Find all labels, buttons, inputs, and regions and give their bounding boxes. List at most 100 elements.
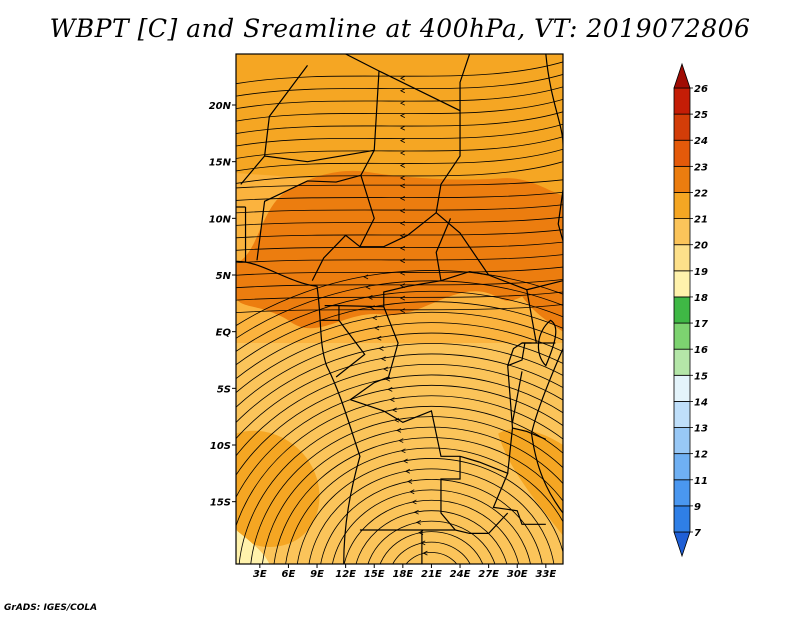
streamline-arrow xyxy=(399,125,406,131)
streamline xyxy=(355,510,508,564)
country-border xyxy=(359,512,509,534)
country-border xyxy=(345,54,537,344)
country-border xyxy=(507,342,556,429)
colorbar-segment xyxy=(673,87,691,115)
y-tick-label: 15N xyxy=(209,158,232,169)
y-tick-label: 20N xyxy=(209,101,232,112)
country-border xyxy=(256,174,362,261)
streamline-arrow xyxy=(409,489,415,495)
streamline xyxy=(236,204,563,214)
streamline xyxy=(392,541,471,564)
country-border xyxy=(350,306,399,401)
country-border xyxy=(320,305,340,321)
y-axis: 20N 15N 10N 5N EQ 5S 10S 15S xyxy=(209,101,236,509)
x-tick-label: 30E xyxy=(507,569,528,580)
streamline xyxy=(236,148,563,172)
colorbar-segment xyxy=(673,505,691,533)
country-border xyxy=(264,64,308,157)
streamlines xyxy=(236,61,563,564)
colorbar-label: 14 xyxy=(694,397,708,408)
colorbar-label: 22 xyxy=(694,188,708,199)
streamline xyxy=(236,311,563,380)
streamline-arrow xyxy=(411,499,417,505)
streamline-arrow xyxy=(399,138,406,143)
streamline-arrow xyxy=(367,294,373,300)
streamline xyxy=(367,520,496,564)
x-tick-label: 24E xyxy=(450,569,471,580)
colorbar-label: 26 xyxy=(694,84,708,95)
x-axis: 3E 6E 9E 12E 15E 18E 21E 24E 27E 30E 33E xyxy=(253,564,556,580)
country-border xyxy=(435,218,452,281)
colorbar-segment xyxy=(673,113,691,141)
colorbar-label: 9 xyxy=(694,502,701,513)
streamline xyxy=(285,447,563,564)
colorbar-segment xyxy=(673,427,691,455)
streamline-arrow xyxy=(389,397,395,403)
streamline xyxy=(236,216,563,226)
colorbar-segment xyxy=(673,244,691,272)
y-tick-label: EQ xyxy=(216,328,232,339)
colorbar-segment xyxy=(673,401,691,428)
x-tick-label: 6E xyxy=(282,569,296,580)
streamline xyxy=(236,374,563,476)
country-border xyxy=(526,280,563,291)
streamline-arrow xyxy=(391,407,397,413)
colorbar-extend-high xyxy=(673,62,691,89)
streamline-arrow xyxy=(376,335,382,341)
streamline-arrow xyxy=(415,520,422,525)
streamline-arrow xyxy=(413,509,419,515)
streamline xyxy=(236,270,563,327)
chart-title: WBPT [C] and Sreamline at 400hPa, VT: 20… xyxy=(49,14,751,43)
streamline xyxy=(250,416,563,564)
streamline xyxy=(238,405,563,564)
streamline-arrow xyxy=(399,295,406,301)
x-tick-label: 21E xyxy=(421,569,442,580)
streamline xyxy=(236,291,563,301)
colorbar-label: 12 xyxy=(694,450,708,461)
streamline xyxy=(236,254,563,264)
streamline xyxy=(236,86,563,110)
country-border xyxy=(459,54,471,111)
streamline-arrow xyxy=(399,308,406,313)
colorbar: 7 9 11 12 13 14 15 16 17 18 19 20 21 22 23 24 25 26 xyxy=(673,62,708,558)
streamline xyxy=(236,241,563,251)
country-border xyxy=(459,427,547,475)
streamline xyxy=(236,179,563,189)
streamline xyxy=(236,364,563,457)
streamline-arrow xyxy=(399,245,406,251)
streamline-arrow xyxy=(399,100,406,106)
streamline-arrow xyxy=(399,258,406,264)
colorbar-segment xyxy=(673,218,691,246)
grads-credit: GrADS: IGES/COLA xyxy=(4,603,98,613)
streamline-arrow xyxy=(399,113,406,119)
map-area xyxy=(236,54,563,564)
y-tick-label: 10N xyxy=(209,214,232,225)
colorbar-segment xyxy=(673,453,691,481)
colorbar-label: 24 xyxy=(694,136,708,147)
streamline-arrow xyxy=(402,458,408,464)
streamline xyxy=(236,304,563,314)
streamline-arrow xyxy=(396,427,402,433)
streamline-arrow xyxy=(399,208,406,214)
colorbar-label: 21 xyxy=(694,215,708,226)
colorbar-label: 23 xyxy=(694,162,708,173)
streamline xyxy=(296,458,563,564)
streamline xyxy=(236,191,563,201)
colorbar-label: 19 xyxy=(694,267,708,278)
x-tick-label: 12E xyxy=(335,569,356,580)
country-border xyxy=(350,399,461,457)
streamline xyxy=(262,426,563,564)
streamline xyxy=(236,301,563,366)
country-border xyxy=(311,234,361,281)
country-border xyxy=(440,456,461,531)
streamline xyxy=(236,280,563,340)
x-tick-label: 27E xyxy=(478,569,499,580)
streamline xyxy=(379,531,484,564)
streamline-arrow xyxy=(363,274,369,280)
field-region-southwest xyxy=(236,430,320,547)
streamline xyxy=(236,229,563,239)
colorbar-extend-low xyxy=(673,531,691,558)
streamline-arrow xyxy=(398,438,404,443)
streamline xyxy=(236,279,563,289)
streamline-arrow xyxy=(399,150,406,156)
